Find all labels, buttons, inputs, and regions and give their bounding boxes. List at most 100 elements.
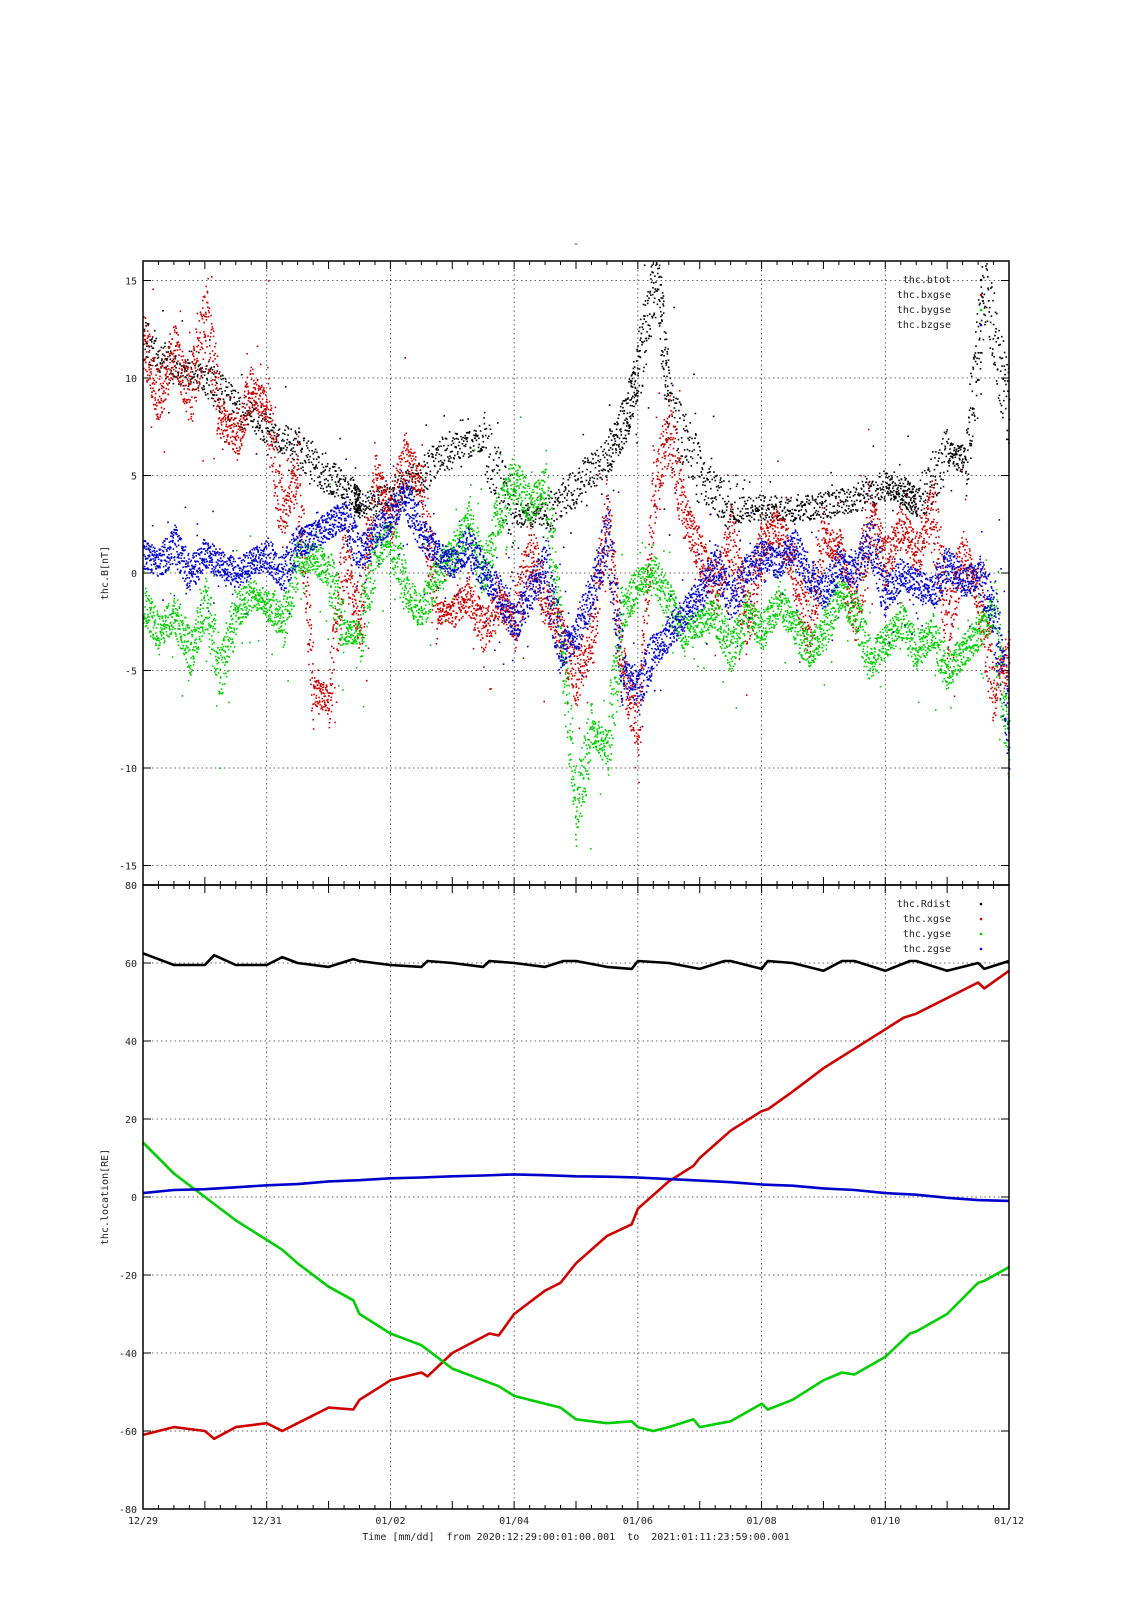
- data-point: [199, 320, 201, 322]
- data-point: [622, 400, 624, 402]
- data-point: [891, 498, 893, 500]
- data-point: [312, 708, 314, 710]
- data-point: [337, 623, 339, 625]
- data-point: [393, 504, 395, 506]
- data-point: [684, 430, 686, 432]
- data-point: [222, 433, 224, 435]
- data-point: [180, 311, 182, 313]
- data-point: [639, 368, 641, 370]
- data-point: [314, 703, 316, 705]
- data-point: [189, 351, 191, 353]
- data-point: [310, 471, 312, 473]
- data-point: [179, 368, 181, 370]
- data-point: [154, 380, 156, 382]
- data-point: [602, 451, 604, 453]
- data-point: [345, 556, 347, 558]
- data-point: [948, 438, 950, 440]
- data-point: [201, 367, 203, 369]
- data-point: [195, 397, 197, 399]
- data-point: [907, 435, 909, 437]
- data-point: [271, 435, 273, 437]
- data-point: [388, 498, 390, 500]
- data-point: [339, 438, 341, 440]
- data-point: [625, 429, 627, 431]
- data-point: [444, 605, 446, 607]
- data-point: [905, 490, 907, 492]
- data-point: [557, 501, 559, 503]
- data-point: [630, 418, 632, 420]
- data-point: [156, 353, 158, 355]
- data-point: [840, 501, 842, 503]
- data-point: [247, 386, 249, 388]
- data-point: [475, 433, 477, 435]
- data-point: [212, 326, 214, 328]
- data-point: [435, 590, 437, 592]
- data-point: [346, 530, 348, 532]
- data-point: [238, 437, 240, 439]
- data-point: [405, 357, 407, 359]
- data-point: [158, 417, 160, 419]
- data-point: [355, 499, 357, 501]
- data-point: [364, 591, 366, 593]
- data-point: [185, 392, 187, 394]
- data-point: [943, 472, 945, 474]
- data-point: [805, 509, 807, 511]
- data-point: [715, 480, 717, 482]
- data-point: [843, 501, 845, 503]
- data-point: [923, 501, 925, 503]
- data-point: [899, 496, 901, 498]
- data-point: [297, 455, 299, 457]
- data-point: [163, 390, 165, 392]
- data-point: [713, 471, 715, 473]
- data-point: [916, 489, 918, 491]
- data-point: [202, 348, 204, 350]
- data-point: [883, 489, 885, 491]
- data-point: [315, 682, 317, 684]
- data-point: [371, 486, 373, 488]
- data-point: [416, 478, 418, 480]
- data-point: [1006, 364, 1008, 366]
- data-point: [790, 497, 792, 499]
- data-point: [200, 364, 202, 366]
- data-point: [503, 478, 505, 480]
- data-point: [315, 686, 317, 688]
- data-point: [233, 411, 235, 413]
- data-point: [739, 515, 741, 517]
- data-point: [156, 364, 158, 366]
- data-point: [549, 502, 551, 504]
- data-point: [269, 388, 271, 390]
- data-point: [149, 375, 151, 377]
- data-point: [256, 408, 258, 410]
- data-point: [674, 417, 676, 419]
- data-point: [649, 335, 651, 337]
- data-point: [200, 313, 202, 315]
- data-point: [303, 513, 305, 515]
- data-point: [912, 488, 914, 490]
- data-point: [861, 510, 863, 512]
- data-point: [910, 497, 912, 499]
- data-point: [811, 515, 813, 517]
- data-point: [201, 370, 203, 372]
- data-point: [420, 469, 422, 471]
- data-point: [850, 510, 852, 512]
- data-point: [588, 482, 590, 484]
- data-point: [204, 374, 206, 376]
- data-point: [410, 455, 412, 457]
- data-point: [634, 372, 636, 374]
- data-point: [454, 455, 456, 457]
- data-point: [612, 449, 614, 451]
- data-point: [411, 460, 413, 462]
- data-point: [156, 418, 158, 420]
- data-point: [437, 472, 439, 474]
- data-point: [191, 351, 193, 353]
- data-point: [573, 504, 575, 506]
- data-point: [217, 355, 219, 357]
- data-point: [485, 474, 487, 476]
- data-point: [728, 501, 730, 503]
- data-point: [940, 472, 942, 474]
- data-point: [367, 492, 369, 494]
- data-point: [1007, 430, 1009, 432]
- data-point: [435, 454, 437, 456]
- data-point: [980, 330, 982, 332]
- data-point: [423, 489, 425, 491]
